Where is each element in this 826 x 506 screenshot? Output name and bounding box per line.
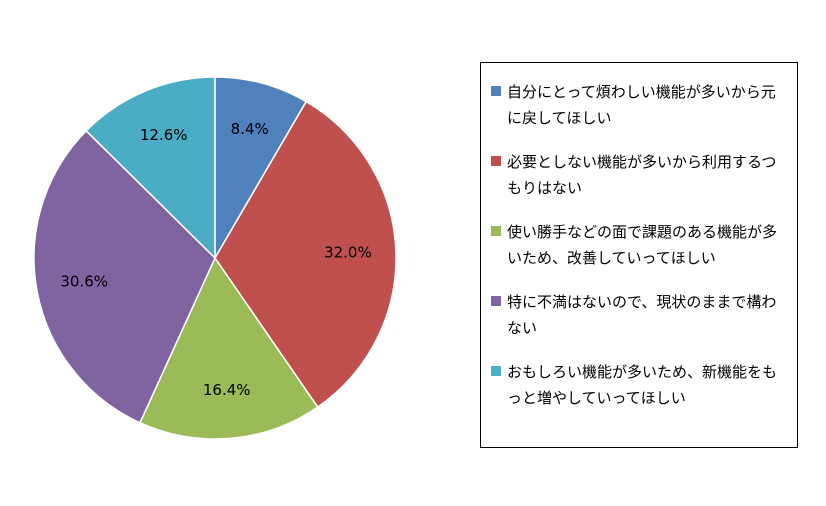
legend-swatch-5	[491, 366, 501, 376]
legend-item-1: 自分にとって煩わしい機能が多いから元に戻してほしい	[491, 79, 787, 131]
legend-item-3: 使い勝手などの面で課題のある機能が多いため、改善していってほしい	[491, 219, 787, 271]
pie-slice-5	[85, 76, 216, 260]
pie-slice-2	[214, 100, 397, 409]
pie-slice-3	[139, 256, 319, 440]
legend-item-5: おもしろい機能が多いため、新機能をもっと増やしていってほしい	[491, 359, 787, 411]
slice-label-4: 30.6%	[60, 273, 108, 291]
pie-slice-4	[33, 129, 216, 424]
slice-label-5: 12.6%	[140, 126, 188, 144]
legend-label-4: 特に不満はないので、現状のままで構わない	[507, 293, 777, 337]
slice-label-3: 16.4%	[203, 381, 251, 399]
slice-label-1: 8.4%	[231, 120, 269, 138]
legend: 自分にとって煩わしい機能が多いから元に戻してほしい 必要としない機能が多いから利用…	[480, 62, 798, 448]
slice-label-2: 32.0%	[324, 244, 372, 262]
legend-label-3: 使い勝手などの面で課題のある機能が多いため、改善していってほしい	[507, 223, 778, 267]
pie-slice-1	[214, 76, 308, 261]
legend-swatch-3	[491, 226, 501, 236]
legend-item-2: 必要としない機能が多いから利用するつもりはない	[491, 149, 787, 201]
legend-swatch-1	[491, 86, 501, 96]
legend-swatch-4	[491, 296, 501, 306]
legend-label-5: おもしろい機能が多いため、新機能をもっと増やしていってほしい	[507, 363, 778, 407]
legend-item-4: 特に不満はないので、現状のままで構わない	[491, 289, 787, 341]
legend-label-2: 必要としない機能が多いから利用するつもりはない	[507, 153, 777, 197]
legend-label-1: 自分にとって煩わしい機能が多いから元に戻してほしい	[507, 83, 776, 127]
legend-swatch-2	[491, 156, 501, 166]
